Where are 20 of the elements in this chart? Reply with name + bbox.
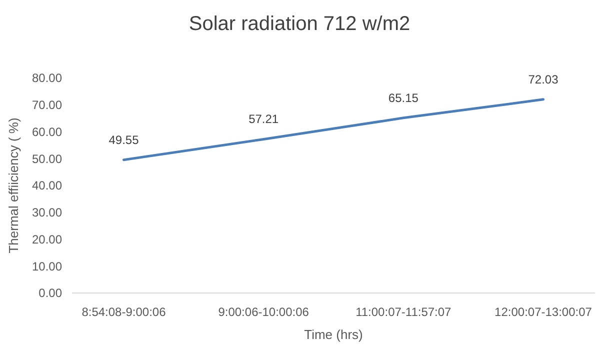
data-label: 57.21 bbox=[248, 112, 279, 126]
y-tick-label: 0.00 bbox=[38, 286, 62, 300]
y-tick-label: 60.00 bbox=[32, 124, 62, 139]
y-axis-title: Thermal effiiciency ( %) bbox=[6, 118, 21, 254]
data-label: 49.55 bbox=[108, 132, 140, 147]
chart-title: Solar radiation 712 w/m2 bbox=[188, 13, 410, 35]
data-label: 72.03 bbox=[528, 72, 559, 86]
y-tick-label: 40.00 bbox=[32, 178, 62, 193]
x-axis-title: Time (hrs) bbox=[304, 327, 363, 342]
x-tick-label: 9:00:06-10:00:06 bbox=[218, 305, 310, 319]
y-tick-label: 20.00 bbox=[32, 232, 62, 246]
y-tick-label: 50.00 bbox=[32, 152, 62, 166]
x-tick-label: 8:54:08-9:00:06 bbox=[82, 305, 166, 319]
data-label: 65.15 bbox=[388, 90, 419, 105]
y-tick-label: 30.00 bbox=[32, 206, 62, 220]
x-tick-label: 11:00:07-11:57:07 bbox=[356, 305, 452, 319]
y-tick-label: 70.00 bbox=[32, 98, 62, 112]
y-tick-label: 80.00 bbox=[32, 71, 62, 86]
y-tick-label: 10.00 bbox=[32, 259, 62, 274]
x-tick-label: 12:00:07-13:00:07 bbox=[494, 305, 592, 319]
